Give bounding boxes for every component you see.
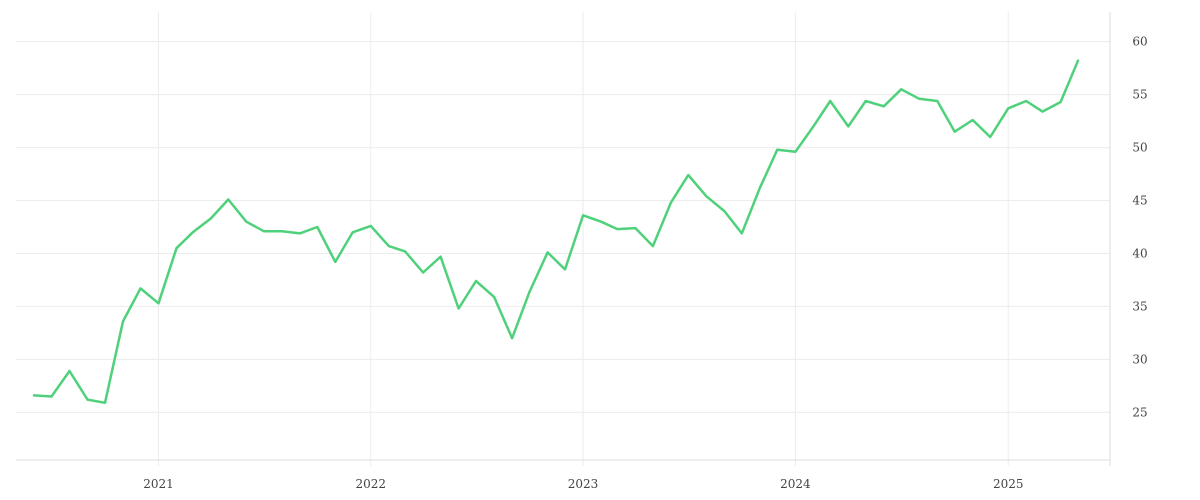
y-tick-label: 40 (1132, 246, 1147, 260)
x-tick-label: 2023 (568, 477, 599, 491)
series-line (32, 59, 1080, 405)
y-tick-labels: 25 30 35 40 45 50 55 60 (1132, 35, 1147, 420)
y-tick-label: 35 (1132, 299, 1147, 313)
y-tick-label: 25 (1132, 405, 1147, 419)
x-tick-label: 2025 (993, 477, 1024, 491)
y-tick-label: 45 (1132, 194, 1147, 208)
x-tick-label: 2021 (143, 477, 174, 491)
y-tick-label: 60 (1132, 35, 1147, 49)
series-lines (32, 59, 1080, 405)
x-tick-label: 2024 (780, 477, 811, 491)
axes (16, 12, 1111, 466)
grid (16, 12, 1110, 466)
y-tick-label: 30 (1132, 352, 1147, 366)
x-tick-labels: 2021 2022 2023 2024 2025 (143, 477, 1023, 491)
y-tick-label: 50 (1132, 141, 1147, 155)
y-tick-label: 55 (1132, 88, 1147, 102)
x-tick-label: 2022 (356, 477, 387, 491)
